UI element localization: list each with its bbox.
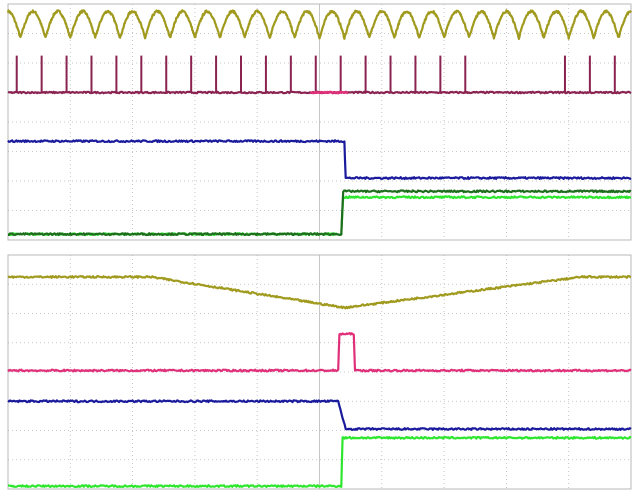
- series-dark_green-trace: [7, 189, 632, 237]
- bottom-panel: [7, 254, 632, 490]
- series-pink-trace: [7, 332, 632, 373]
- series-blue-trace: [7, 399, 632, 431]
- top-panel: [6, 3, 632, 241]
- series-pink-trace: [309, 90, 349, 95]
- series-olive-trace: [7, 275, 632, 310]
- series-bright_green-trace: [7, 435, 632, 488]
- series-blue-trace: [7, 139, 632, 180]
- series-olive-trace: [6, 9, 632, 40]
